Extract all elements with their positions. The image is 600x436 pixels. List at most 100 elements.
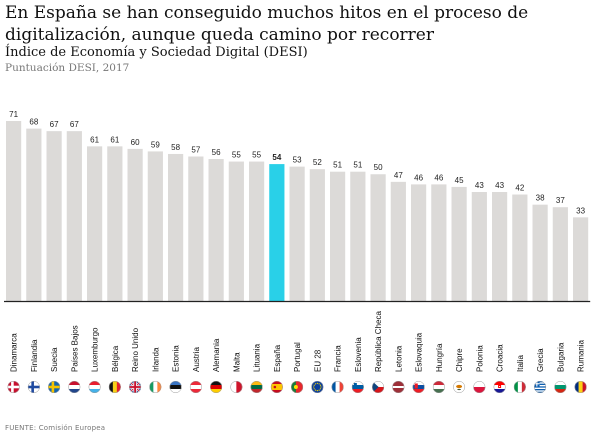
flag-outline: [108, 381, 121, 393]
flag-croatia-icon: [493, 381, 506, 393]
flag-outline: [149, 381, 162, 393]
category-label: Países Bajos: [70, 325, 79, 372]
value-label: 47: [394, 171, 403, 180]
value-label: 59: [151, 140, 160, 149]
flag-germany-icon: [210, 381, 223, 393]
category-label: Letonia: [394, 345, 403, 372]
bar-portugal: [289, 166, 305, 301]
bar-grecia: [532, 204, 548, 301]
flag-slovenia-icon: [351, 381, 364, 393]
flag-outline: [534, 381, 547, 393]
flag-outline: [574, 381, 587, 393]
flag-outline: [331, 381, 344, 393]
category-label: Bélgica: [111, 345, 120, 372]
bar-francia: [330, 171, 346, 301]
category-label: Rumania: [577, 339, 586, 372]
flag-outline: [270, 381, 283, 393]
value-label: 61: [90, 135, 99, 144]
flag-outline: [392, 381, 405, 393]
bar-italia: [512, 194, 528, 301]
bar-reino-unido: [127, 148, 143, 301]
bar-lituania: [249, 161, 265, 301]
category-label: Dinamarca: [10, 333, 19, 372]
source-note: FUENTE: Comisión Europea: [5, 424, 106, 432]
category-label: Francia: [334, 345, 343, 372]
flag-outline: [412, 381, 425, 393]
value-label: 61: [110, 135, 119, 144]
category-label: Bulgaria: [556, 342, 565, 372]
flag-luxembourg-icon: [88, 381, 101, 393]
flag-outline: [250, 381, 263, 393]
value-label: 38: [536, 194, 545, 203]
flag-italy-icon: [513, 381, 526, 393]
value-label: 54: [272, 153, 281, 162]
value-label: 43: [495, 181, 504, 190]
flag-outline: [554, 381, 567, 393]
flag-outline: [169, 381, 182, 393]
value-label: 45: [455, 176, 464, 185]
bar-finlandia: [26, 128, 42, 301]
bar-dinamarca: [6, 121, 22, 301]
category-label: Chipre: [455, 348, 464, 372]
value-label: 56: [212, 148, 221, 157]
chart-subtitle: Índice de Economía y Sociedad Digital (D…: [5, 45, 308, 60]
category-label: España: [273, 344, 282, 372]
category-label: Eslovenia: [354, 337, 363, 372]
flag-outline: [432, 381, 445, 393]
category-label: Hungría: [435, 343, 444, 372]
flag-czech-icon: [372, 381, 385, 393]
flag-belgium-icon: [108, 381, 121, 393]
category-label: Estonia: [172, 345, 181, 372]
flag-outline: [311, 381, 324, 393]
flag-cyprus-icon: [453, 381, 466, 393]
bar-croacia: [492, 191, 508, 301]
category-label: Eslovaquia: [415, 332, 424, 372]
flag-outline: [210, 381, 223, 393]
value-label: 55: [252, 151, 261, 160]
flag-romania-icon: [574, 381, 587, 393]
category-label: Austria: [192, 347, 201, 372]
chart-title: En España se han conseguido muchos hitos…: [5, 3, 529, 45]
category-label: Suecia: [50, 347, 59, 372]
flag-outline: [27, 381, 40, 393]
value-label: 60: [131, 138, 140, 147]
value-label: 37: [556, 196, 565, 205]
value-label: 51: [333, 161, 342, 170]
flag-outline: [129, 381, 142, 393]
bar-bulgaria: [552, 207, 568, 301]
bar-eslovenia: [350, 171, 366, 301]
category-label: Alemania: [212, 338, 221, 372]
category-label: Portugal: [293, 342, 302, 372]
flag-denmark-icon: [7, 381, 20, 393]
flag-greece-icon: [534, 381, 547, 393]
category-label: EU 28: [313, 349, 322, 372]
flag-poland-icon: [473, 381, 486, 393]
category-label: Luxemburgo: [91, 327, 100, 372]
flag-netherlands-icon: [68, 381, 81, 393]
bar-eslovaquia: [411, 184, 427, 301]
flag-outline: [7, 381, 20, 393]
flag-sweden-icon: [48, 381, 61, 393]
flag-outline: [48, 381, 61, 393]
bar-eu-28: [309, 169, 325, 301]
category-label: Polonia: [475, 345, 484, 372]
flag-hungary-icon: [432, 381, 445, 393]
bar-hungría: [431, 184, 447, 301]
flag-outline: [291, 381, 304, 393]
value-label: 68: [29, 118, 38, 127]
value-label: 46: [414, 173, 423, 182]
bar-polonia: [471, 191, 487, 301]
bar-bélgica: [107, 146, 123, 301]
flag-eu-icon: [311, 381, 324, 393]
bar-suecia: [46, 131, 62, 301]
flag-finland-icon: [27, 381, 40, 393]
value-label: 53: [293, 156, 302, 165]
category-label: Italia: [516, 355, 525, 372]
flag-austria-icon: [189, 381, 202, 393]
flag-portugal-icon: [291, 381, 304, 393]
flag-slovakia-icon: [412, 381, 425, 393]
value-label: 57: [191, 145, 200, 154]
bar-austria: [188, 156, 204, 301]
category-label: Grecia: [536, 348, 545, 372]
